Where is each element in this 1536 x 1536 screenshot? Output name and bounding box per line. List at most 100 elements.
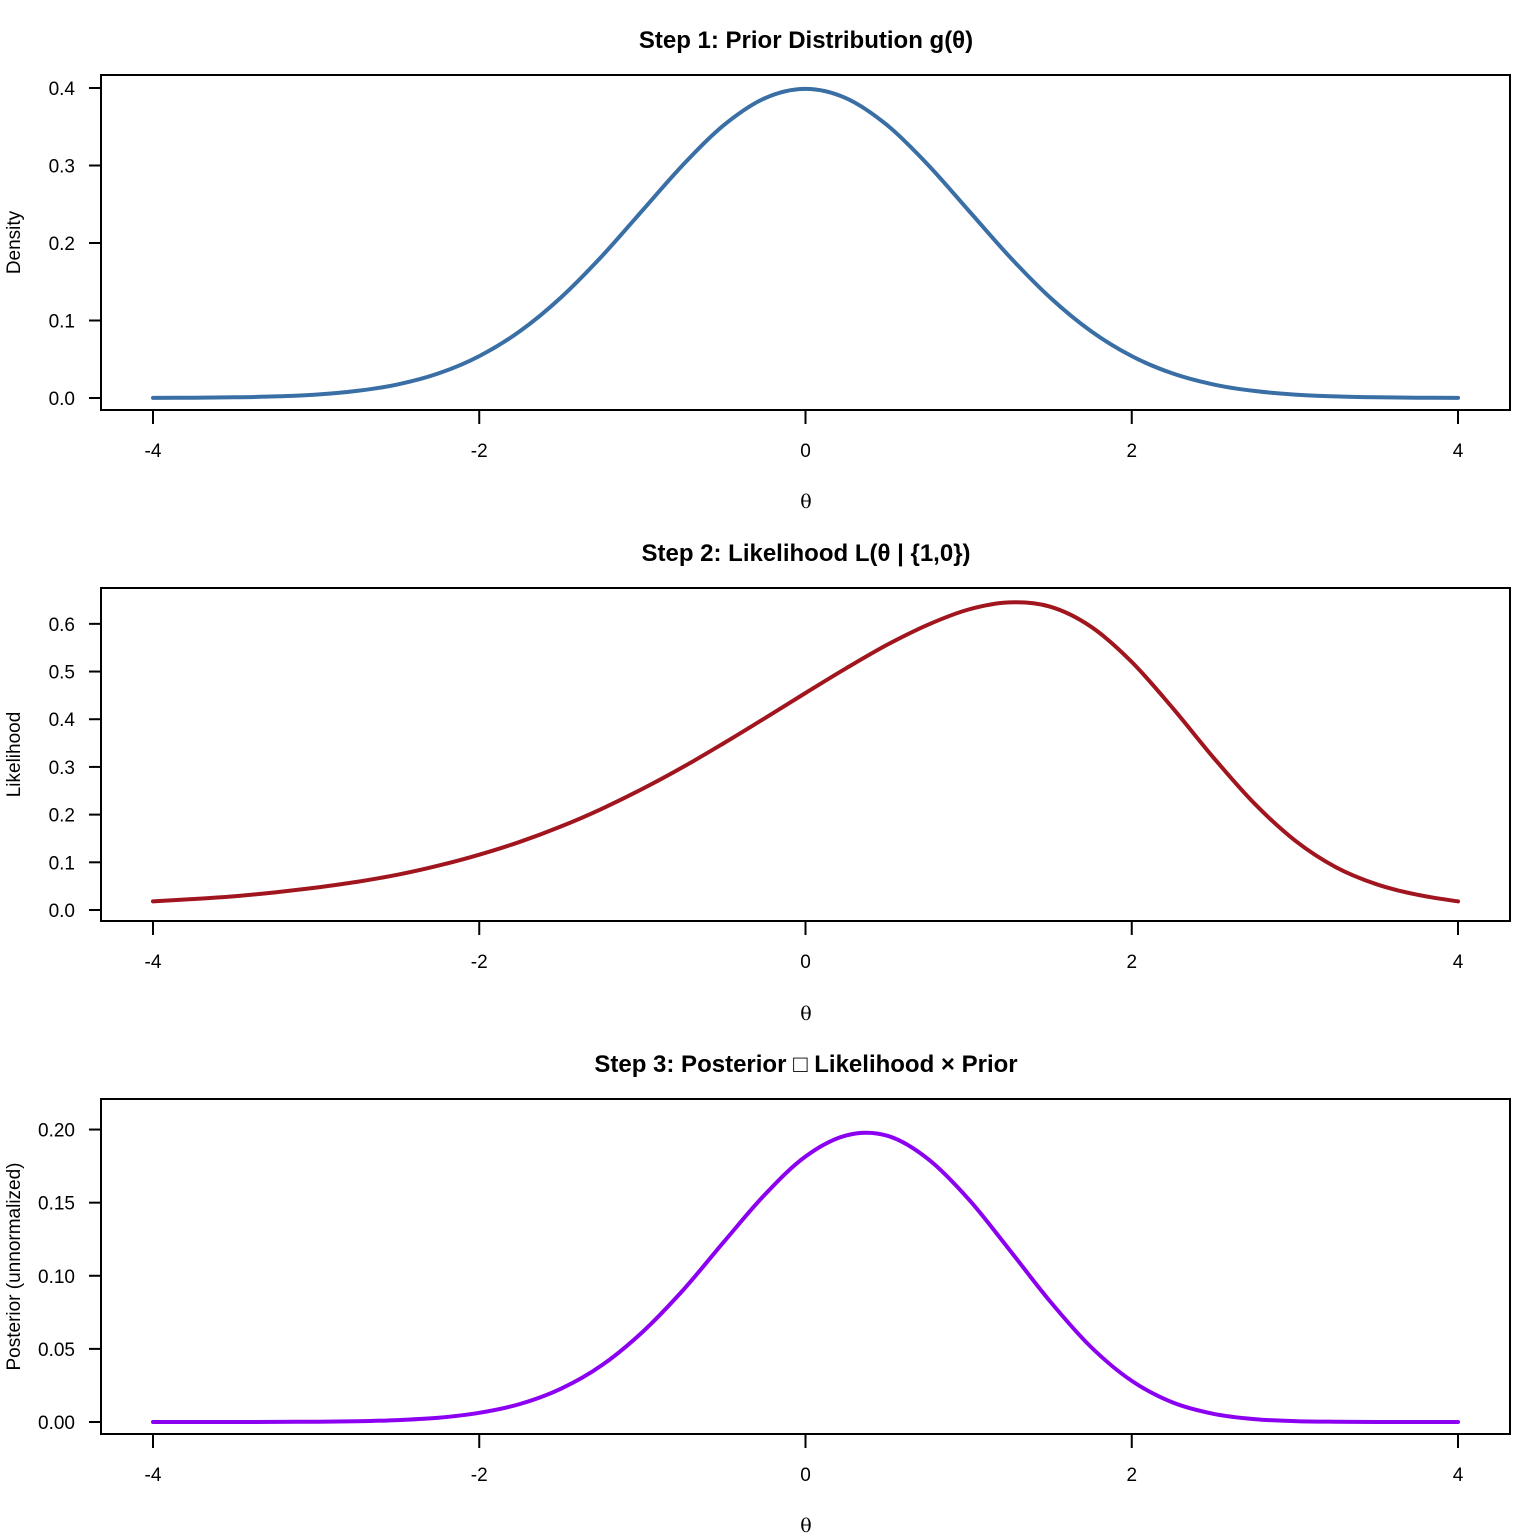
x-axis-label: θ	[800, 1003, 811, 1025]
data-point	[804, 1155, 807, 1158]
y-tick-label: 0.3	[49, 157, 75, 178]
data-point	[1416, 1421, 1419, 1424]
x-tick-label: 4	[1453, 952, 1464, 973]
y-tick-label: 0.05	[38, 1340, 75, 1361]
data-point	[233, 1421, 236, 1424]
data-point	[682, 163, 685, 166]
x-tick-label: -2	[471, 1465, 488, 1486]
data-point	[926, 163, 929, 166]
data-point	[845, 667, 848, 670]
data-point	[315, 1420, 318, 1423]
data-point	[641, 787, 644, 790]
data-point	[1212, 1412, 1215, 1415]
data-point	[1008, 255, 1011, 258]
data-point	[233, 895, 236, 898]
y-axis-label: Density	[4, 210, 25, 274]
data-point	[1457, 396, 1460, 399]
data-point	[1171, 372, 1174, 375]
data-point	[1253, 1418, 1256, 1421]
chart-title: Step 2: Likelihood L(θ | {1,0})	[641, 540, 970, 567]
y-tick-label: 0.5	[49, 663, 75, 684]
x-tick-label: -2	[471, 952, 488, 973]
y-axis-label: Posterior (unnormalized)	[4, 1162, 25, 1370]
x-tick-label: 0	[800, 952, 811, 973]
data-point	[804, 692, 807, 695]
data-point	[355, 880, 358, 883]
data-point	[1171, 706, 1174, 709]
x-tick-label: -4	[145, 952, 162, 973]
y-tick-label: 0.6	[49, 615, 75, 636]
data-point	[722, 124, 725, 127]
data-point	[1090, 330, 1093, 333]
data-point	[845, 1134, 848, 1137]
data-point	[1253, 802, 1256, 805]
x-tick-label: 2	[1126, 1465, 1137, 1486]
x-axis-label: θ	[800, 1515, 811, 1536]
plot-frame	[100, 1098, 1511, 1435]
y-tick-label: 0.2	[49, 234, 75, 255]
x-tick-label: 2	[1126, 952, 1137, 973]
data-point	[478, 1411, 481, 1414]
y-tick-label: 0.3	[49, 758, 75, 779]
data-point	[355, 389, 358, 392]
x-tick-label: -4	[145, 441, 162, 462]
data-point	[315, 393, 318, 396]
x-tick-label: 0	[800, 1465, 811, 1486]
data-point	[478, 355, 481, 358]
data-point	[1293, 393, 1296, 396]
data-point	[886, 1134, 889, 1137]
data-point	[1212, 756, 1215, 759]
series-line-prior	[151, 86, 1460, 400]
x-tick-label: -2	[471, 441, 488, 462]
data-point	[315, 886, 318, 889]
data-point	[1008, 1248, 1011, 1251]
data-point	[886, 643, 889, 646]
data-point	[1008, 601, 1011, 604]
y-tick-label: 0.4	[49, 79, 76, 100]
data-point	[682, 1289, 685, 1292]
data-point	[641, 209, 644, 212]
data-point	[1334, 1420, 1337, 1423]
data-point	[559, 296, 562, 299]
data-point	[1130, 1379, 1133, 1382]
series-line-likelihood	[151, 600, 1460, 904]
x-axis-label: θ	[800, 491, 811, 513]
data-point	[437, 864, 440, 867]
data-point	[559, 1387, 562, 1390]
data-point	[600, 255, 603, 258]
data-point	[967, 608, 970, 611]
data-point	[1130, 355, 1133, 358]
data-point	[967, 209, 970, 212]
data-point	[1375, 883, 1378, 886]
data-point	[1334, 866, 1337, 869]
data-point	[274, 891, 277, 894]
y-tick-label: 0.0	[49, 901, 75, 922]
plot-frame	[100, 74, 1511, 411]
x-tick-label: 2	[1126, 441, 1137, 462]
y-tick-label: 0.10	[38, 1267, 75, 1288]
data-point	[1375, 1421, 1378, 1424]
y-tick-label: 0.00	[38, 1413, 75, 1434]
data-point	[1212, 383, 1215, 386]
data-point	[152, 396, 155, 399]
data-point	[274, 1420, 277, 1423]
data-point	[1090, 1346, 1093, 1349]
data-point	[1049, 1300, 1052, 1303]
data-point	[559, 825, 562, 828]
data-point	[152, 1421, 155, 1424]
chart-title: Step 1: Prior Distribution g(θ)	[639, 27, 973, 54]
chart-title: Step 3: Posterior □ Likelihood × Prior	[594, 1051, 1017, 1078]
data-point	[1049, 605, 1052, 608]
data-point	[355, 1420, 358, 1423]
y-tick-label: 0.2	[49, 806, 75, 827]
data-point	[926, 623, 929, 626]
data-point	[192, 1421, 195, 1424]
data-point	[763, 97, 766, 100]
y-axis-label: Likelihood	[4, 712, 25, 798]
data-point	[845, 97, 848, 100]
plot-frame	[100, 587, 1511, 922]
data-point	[1416, 893, 1419, 896]
data-point	[519, 840, 522, 843]
y-tick-label: 0.20	[38, 1121, 75, 1142]
